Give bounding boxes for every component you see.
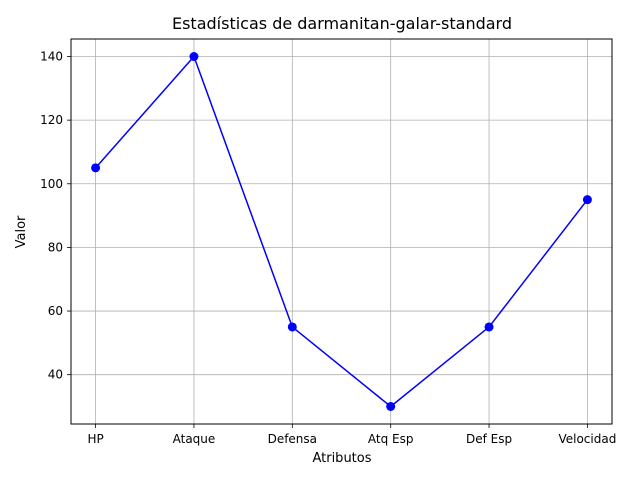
- x-tick-label: Def Esp: [466, 432, 512, 446]
- y-tick-label: 60: [48, 304, 63, 318]
- x-tick-label: Velocidad: [558, 432, 616, 446]
- data-point: [287, 322, 297, 332]
- y-tick-label: 120: [40, 113, 63, 127]
- y-tick-label: 80: [48, 240, 63, 254]
- x-tick-label: HP: [87, 432, 103, 446]
- data-point: [91, 163, 101, 173]
- chart-title: Estadísticas de darmanitan-galar-standar…: [172, 14, 512, 33]
- plot-frame: [70, 38, 613, 425]
- y-tick-label: 140: [40, 50, 63, 64]
- series-line: [95, 55, 589, 408]
- y-tick-label: 40: [48, 368, 63, 382]
- y-tick-label: 100: [40, 177, 63, 191]
- data-point: [189, 52, 199, 61]
- grid: [71, 39, 612, 424]
- ticks: HP Ataque Defensa Atq Esp Def Esp Velocidad 40…: [40, 50, 616, 447]
- data-point: [484, 322, 494, 332]
- x-axis-label: Atributos: [312, 451, 371, 466]
- x-tick-label: Ataque: [173, 432, 216, 446]
- y-axis-label: Valor: [14, 215, 29, 248]
- x-tick-label: Atq Esp: [368, 432, 414, 446]
- x-tick-label: Defensa: [268, 432, 317, 446]
- series-layer: [91, 52, 592, 411]
- data-point: [386, 402, 396, 411]
- data-point: [582, 195, 592, 205]
